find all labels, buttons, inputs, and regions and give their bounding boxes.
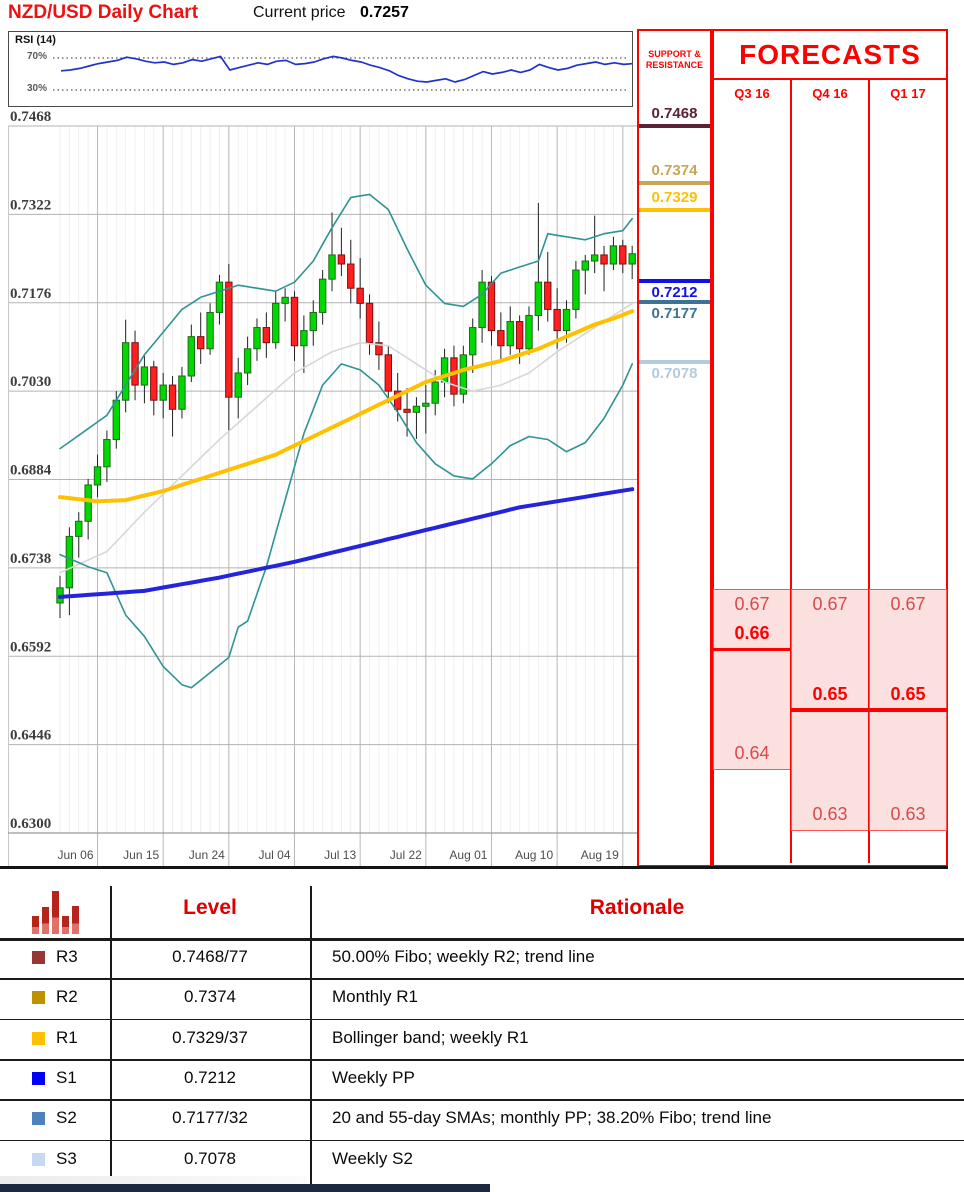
sr-line-s3 bbox=[639, 360, 710, 365]
r2-color-swatch bbox=[32, 991, 45, 1005]
forecast-range-high: 0.67 bbox=[734, 593, 770, 614]
svg-text:Jul 22: Jul 22 bbox=[390, 848, 422, 862]
sr-label-r2: 0.7374 bbox=[651, 161, 698, 179]
svg-text:0.6446: 0.6446 bbox=[10, 728, 52, 744]
forecast-range-low: 0.64 bbox=[734, 743, 770, 764]
column-header-rationale: Rationale bbox=[589, 896, 685, 919]
forecast-column-q4-16: 0.67 0.65 0.63 bbox=[790, 106, 869, 863]
s3-color-swatch bbox=[32, 1152, 45, 1166]
forecasts-quarter-headers: Q3 16 Q4 16 Q1 17 bbox=[714, 80, 946, 106]
forecast-point-value: 0.66 bbox=[734, 623, 770, 644]
forecast-point-value: 0.65 bbox=[812, 683, 848, 704]
sr-line-r3 bbox=[639, 124, 710, 128]
s2-color-swatch bbox=[32, 1112, 45, 1126]
svg-text:Jul 13: Jul 13 bbox=[324, 848, 356, 862]
svg-text:Jul 04: Jul 04 bbox=[258, 848, 290, 862]
svg-text:0.7322: 0.7322 bbox=[10, 197, 51, 213]
svg-text:Jun 15: Jun 15 bbox=[123, 848, 159, 862]
svg-text:Jun 06: Jun 06 bbox=[57, 848, 93, 862]
candlestick-chart: Jun 06 Jun 15 Jun 24 Jul 04 Jul 13 Jul 22 Aug … bbox=[8, 107, 638, 869]
footer-bar bbox=[0, 1184, 490, 1192]
sr-label-s2: 0.7177 bbox=[651, 305, 698, 323]
rsi-panel: RSI (14) 70% 30% bbox=[8, 31, 633, 107]
svg-text:0.6300: 0.6300 bbox=[10, 816, 51, 832]
table-row-s2: S2 0.7177/32 20 and 55-day SMAs; monthly… bbox=[0, 1099, 964, 1139]
forecast-range-low: 0.63 bbox=[890, 804, 926, 824]
svg-text:0.7176: 0.7176 bbox=[10, 286, 52, 302]
bar-chart-icon bbox=[32, 891, 80, 934]
column-header-level: Level bbox=[183, 896, 237, 919]
table-vertical-divider bbox=[310, 886, 312, 1186]
sr-label-s1: 0.7212 bbox=[651, 283, 698, 301]
table-row-s3: S3 0.7078 Weekly S2 bbox=[0, 1140, 964, 1180]
sr-label-r3: 0.7468 bbox=[651, 105, 698, 122]
svg-text:0.6884: 0.6884 bbox=[10, 463, 52, 479]
header: NZD/USD Daily Chart Current price 0.7257 bbox=[8, 2, 958, 28]
table-row-r1: R1 0.7329/37 Bollinger band; weekly R1 bbox=[0, 1019, 964, 1059]
forecast-column-q1-17: 0.67 0.65 0.63 bbox=[868, 106, 947, 863]
svg-text:0.6738: 0.6738 bbox=[10, 551, 51, 567]
svg-text:0.7468: 0.7468 bbox=[10, 109, 51, 125]
forecast-quarter-q3-16: Q3 16 bbox=[734, 85, 770, 101]
rsi-plot bbox=[53, 55, 632, 91]
levels-table-header: Level Rationale bbox=[0, 884, 964, 938]
svg-text:Aug 10: Aug 10 bbox=[515, 848, 553, 862]
rsi-30-label: 30% bbox=[26, 83, 47, 94]
forecast-range-high: 0.67 bbox=[812, 593, 848, 614]
sr-label-s3: 0.7078 bbox=[651, 365, 698, 383]
s1-color-swatch bbox=[32, 1072, 45, 1085]
forecasts-panel: FORECASTS Q3 16 Q4 16 Q1 17 0.67 0.66 0.64… bbox=[712, 29, 948, 867]
page-title: NZD/USD Daily Chart bbox=[8, 2, 199, 23]
table-row-r3: R3 0.7468/77 50.00% Fibo; weekly R2; tre… bbox=[0, 938, 964, 978]
forecasts-body: 0.67 0.66 0.64 0.67 0.65 0.63 0.67 0.65 0.63 bbox=[713, 106, 947, 863]
r1-color-swatch bbox=[32, 1031, 45, 1045]
rsi-70-label: 70% bbox=[26, 51, 47, 62]
forecasts-title: FORECASTS bbox=[714, 31, 946, 80]
svg-text:0.7030: 0.7030 bbox=[10, 374, 51, 390]
candlestick-plot: Jun 06 Jun 15 Jun 24 Jul 04 Jul 13 Jul 22 Aug … bbox=[8, 109, 637, 867]
svg-text:Aug 01: Aug 01 bbox=[449, 848, 487, 862]
table-row-s1: S1 0.7212 Weekly PP bbox=[0, 1059, 964, 1099]
sr-label-r1: 0.7329 bbox=[651, 189, 698, 207]
current-price-value: 0.7257 bbox=[360, 4, 409, 21]
forecast-point-value: 0.65 bbox=[890, 683, 926, 704]
forecast-quarter-q4-16: Q4 16 bbox=[790, 80, 868, 106]
forecast-point-line bbox=[713, 647, 791, 652]
current-price-label: Current price bbox=[253, 4, 346, 21]
support-resistance-panel: SUPPORT & RESISTANCE 0.7468 0.7374 0.7329 0… bbox=[637, 29, 712, 867]
svg-text:0.6592: 0.6592 bbox=[10, 639, 51, 655]
levels-table: Level Rationale R3 0.7468/77 50.00% Fibo… bbox=[0, 884, 964, 1186]
forecast-range-low: 0.63 bbox=[812, 804, 848, 824]
forecast-quarter-q1-17: Q1 17 bbox=[868, 80, 946, 106]
forecast-range-high: 0.67 bbox=[890, 593, 926, 614]
table-row-r2: R2 0.7374 Monthly R1 bbox=[0, 978, 964, 1018]
r3-color-swatch bbox=[32, 951, 45, 964]
sr-line-r2 bbox=[639, 180, 710, 185]
forecast-point-line bbox=[869, 708, 947, 712]
table-vertical-divider bbox=[110, 886, 112, 1186]
rsi-label: RSI (14) bbox=[15, 34, 56, 46]
section-divider bbox=[0, 866, 948, 869]
sr-line-s1 bbox=[639, 278, 710, 283]
sr-line-r1 bbox=[639, 208, 710, 213]
svg-text:Jun 24: Jun 24 bbox=[189, 848, 225, 862]
forecast-point-line bbox=[791, 708, 869, 712]
support-resistance-header: SUPPORT & RESISTANCE bbox=[645, 49, 704, 70]
table-header-divider bbox=[0, 938, 964, 941]
forecast-column-q3-16: 0.67 0.66 0.64 bbox=[713, 106, 791, 863]
sr-line-s2 bbox=[639, 300, 710, 305]
footer-shadow bbox=[0, 1176, 308, 1185]
svg-text:Aug 19: Aug 19 bbox=[581, 848, 619, 862]
